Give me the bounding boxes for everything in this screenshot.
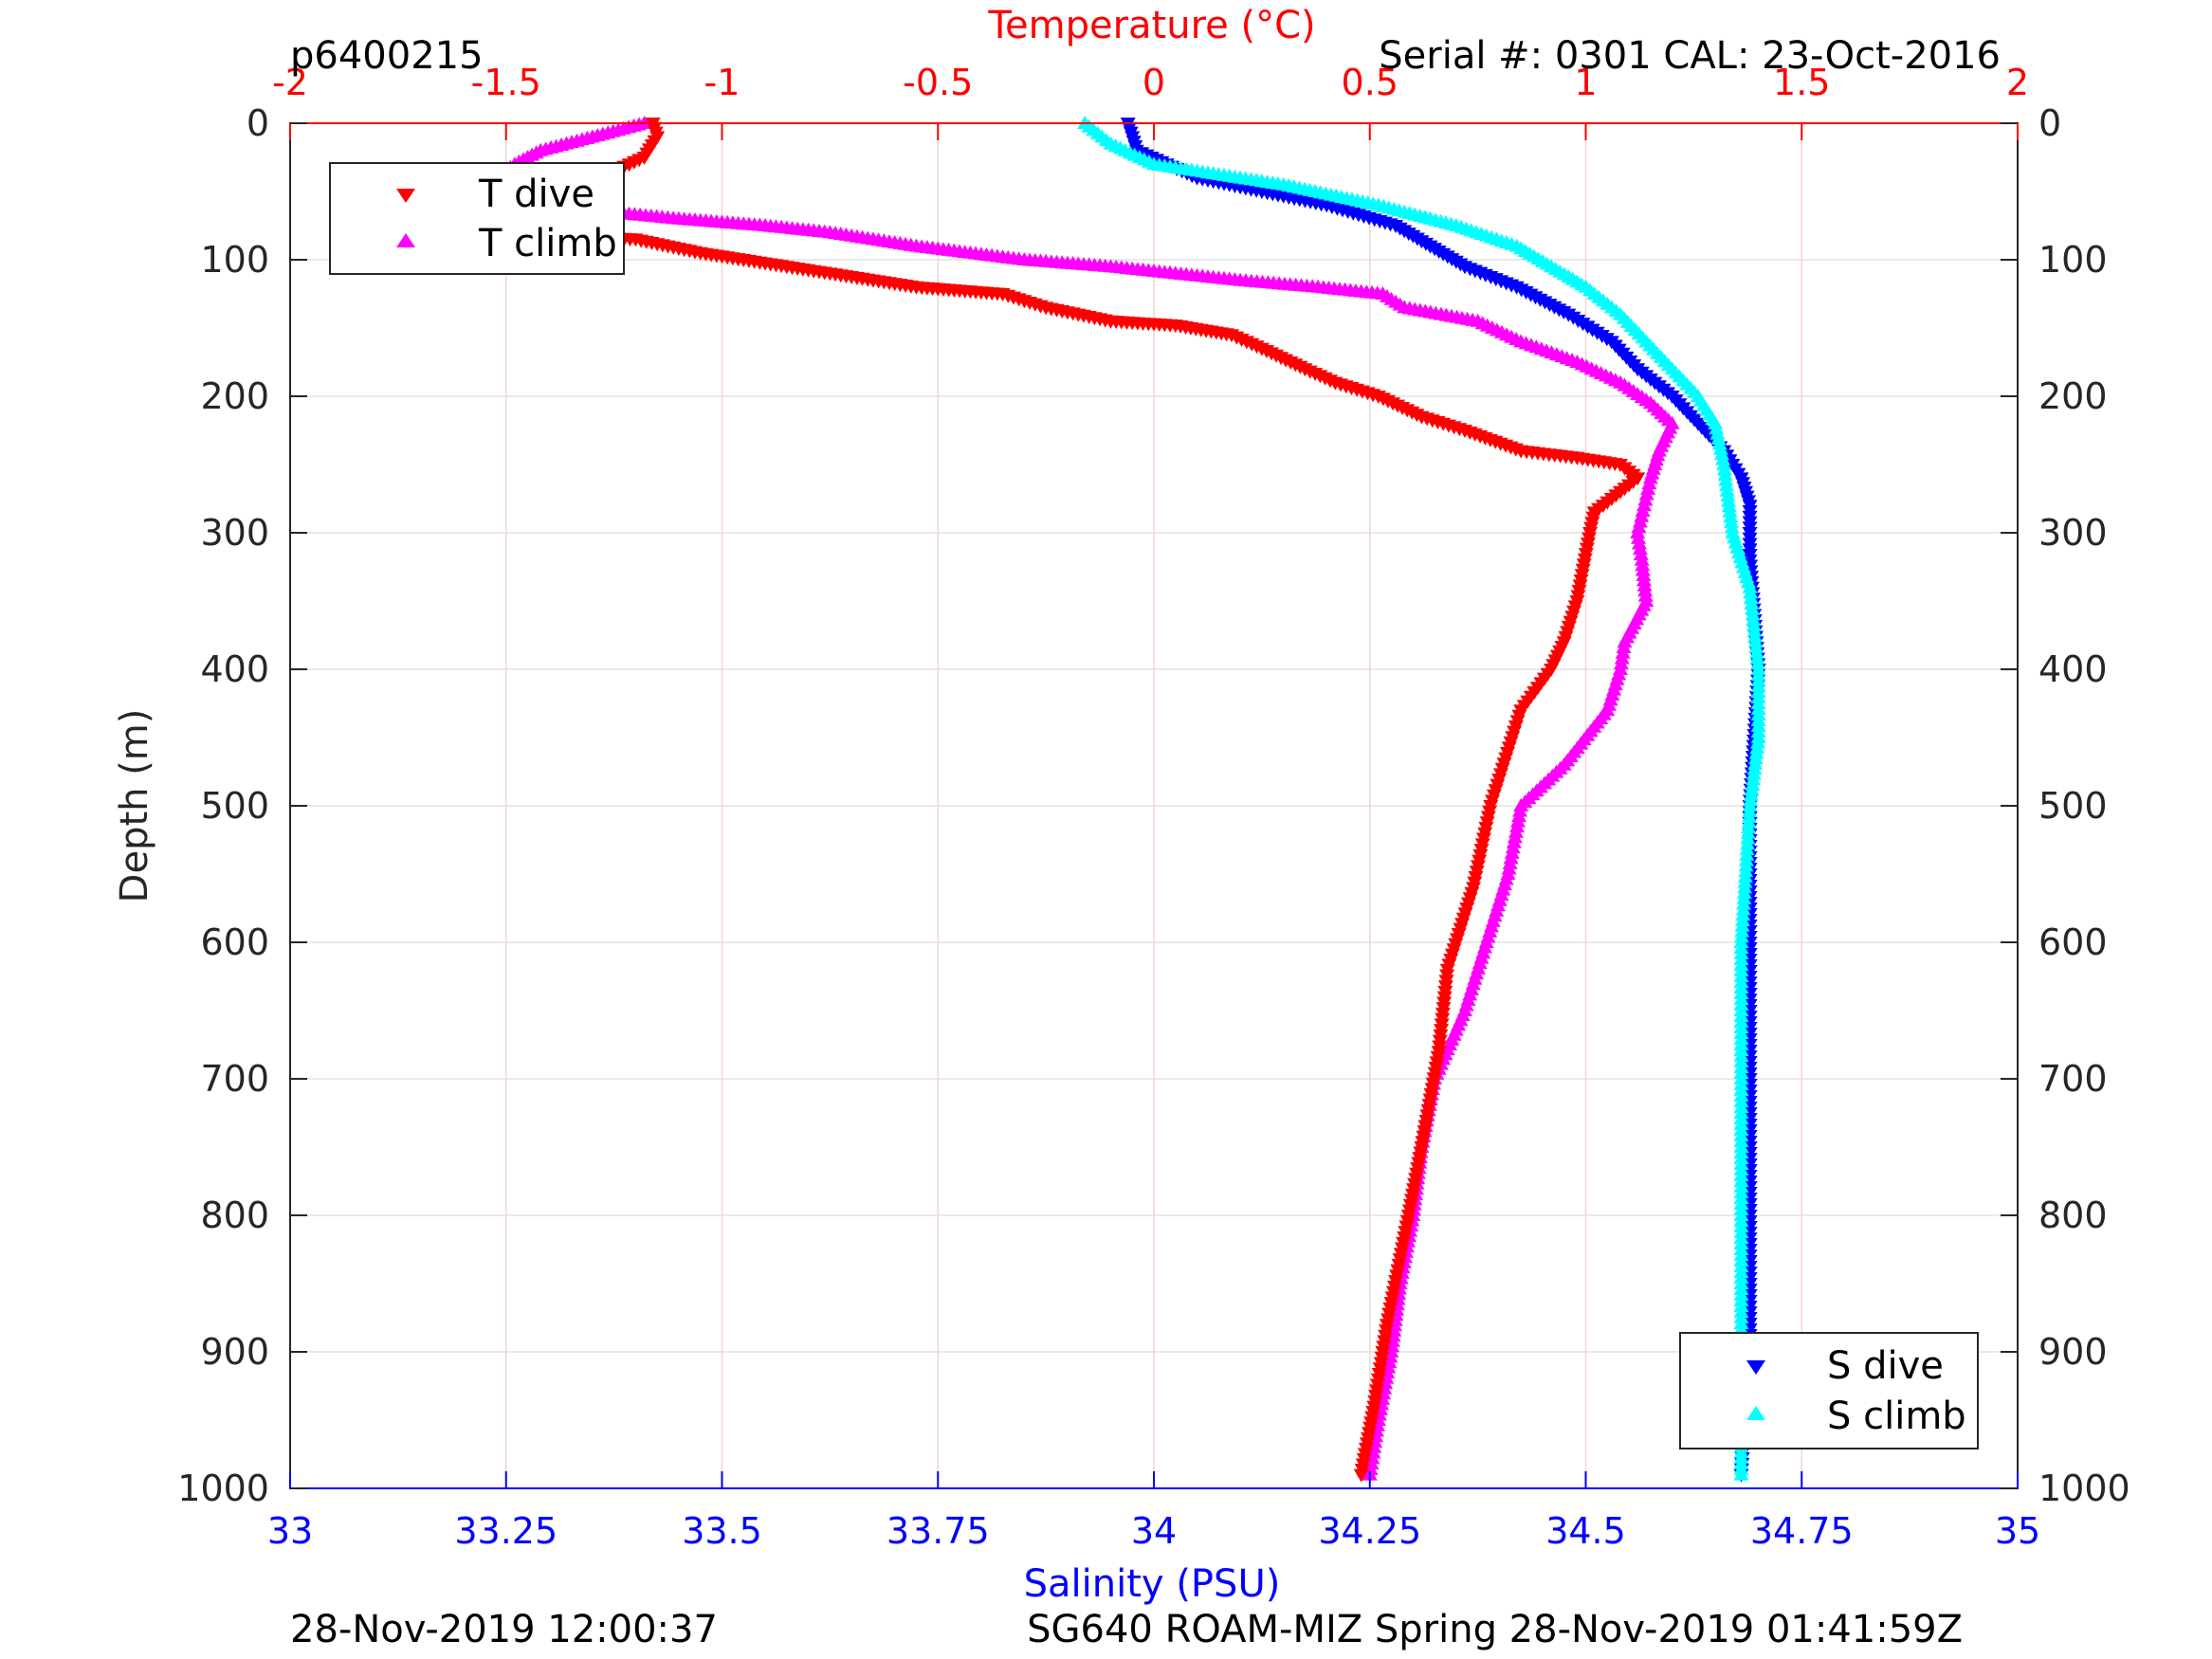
salinity-tick-label: 34.5 bbox=[1545, 1510, 1626, 1552]
temperature-axis-label: Temperature (°C) bbox=[987, 4, 1315, 47]
legend-t-dive-marker bbox=[396, 189, 415, 203]
legend-salinity: S dive S climb bbox=[1679, 1332, 1979, 1449]
depth-tick-label-right: 600 bbox=[2038, 921, 2108, 963]
depth-tick-label-left: 200 bbox=[200, 375, 269, 417]
depth-tick-label-left: 600 bbox=[200, 921, 269, 963]
header-serial-cal: Serial #: 0301 CAL: 23-Oct-2016 bbox=[1379, 34, 2001, 78]
depth-tick-label-right: 400 bbox=[2038, 648, 2108, 690]
legend-t-climb-label: T climb bbox=[478, 222, 617, 265]
depth-tick-label-left: 900 bbox=[200, 1331, 269, 1373]
data-point bbox=[1510, 813, 1526, 828]
data-point bbox=[1631, 536, 1647, 550]
data-point bbox=[1616, 639, 1632, 653]
legend-s-dive-marker bbox=[1746, 1360, 1765, 1375]
salinity-tick-label: 33 bbox=[267, 1510, 313, 1552]
header-profile-id: p6400215 bbox=[290, 34, 484, 78]
temperature-tick-label: 2 bbox=[2006, 62, 2029, 103]
data-point bbox=[1504, 845, 1520, 859]
axis-ticks: 0 0 100 100 200 200 300 300 400 400 500 500 600 600 70… bbox=[177, 62, 2130, 1552]
data-point bbox=[1507, 830, 1523, 844]
salinity-axis-label: Salinity (PSU) bbox=[1024, 1562, 1281, 1606]
data-point bbox=[1632, 541, 1648, 556]
data-point bbox=[1733, 1467, 1749, 1481]
data-point bbox=[1512, 803, 1528, 817]
depth-tick-label-right: 700 bbox=[2038, 1058, 2108, 1100]
data-point bbox=[1501, 861, 1517, 875]
temperature-tick-label: 1 bbox=[1574, 62, 1597, 103]
depth-tick-label-right: 1000 bbox=[2038, 1468, 2130, 1509]
temperature-tick-label: 1.5 bbox=[1773, 62, 1830, 103]
depth-tick-label-right: 500 bbox=[2038, 785, 2108, 827]
data-point bbox=[1613, 656, 1629, 670]
depth-tick-label-left: 0 bbox=[247, 102, 269, 144]
legend-temperature-box bbox=[329, 162, 625, 275]
depth-tick-label-right: 0 bbox=[2038, 102, 2061, 144]
depth-tick-label-right: 800 bbox=[2038, 1194, 2108, 1236]
depth-tick-label-left: 500 bbox=[200, 785, 269, 827]
depth-tick-label-left: 800 bbox=[200, 1194, 269, 1236]
temperature-tick-label: 0.5 bbox=[1342, 62, 1398, 103]
data-point bbox=[1508, 824, 1524, 838]
data-point bbox=[1505, 840, 1521, 854]
data-point bbox=[1614, 650, 1630, 665]
legend-salinity-box bbox=[1679, 1332, 1979, 1449]
temperature-tick-label: -1.5 bbox=[471, 62, 541, 103]
footer-mission: SG640 ROAM-MIZ Spring 28-Nov-2019 01:41:… bbox=[1027, 1608, 1963, 1651]
data-point bbox=[1503, 850, 1519, 865]
legend-s-climb-label: S climb bbox=[1827, 1395, 1966, 1438]
depth-tick-label-left: 700 bbox=[200, 1058, 269, 1100]
temperature-tick-label: -2 bbox=[272, 62, 308, 103]
temperature-tick-label: 0 bbox=[1143, 62, 1165, 103]
depth-tick-label-right: 900 bbox=[2038, 1331, 2108, 1373]
depth-tick-label-left: 1000 bbox=[177, 1468, 269, 1509]
data-point bbox=[1508, 819, 1525, 833]
salinity-tick-label: 35 bbox=[1995, 1510, 2040, 1552]
legend-t-climb-marker bbox=[396, 233, 415, 247]
salinity-tick-label: 34 bbox=[1131, 1510, 1177, 1552]
legend-s-climb-marker bbox=[1746, 1406, 1765, 1420]
data-point bbox=[1513, 798, 1529, 811]
depth-tick-label-left: 100 bbox=[200, 239, 269, 281]
salinity-tick-label: 34.75 bbox=[1750, 1510, 1854, 1552]
depth-tick-label-right: 300 bbox=[2038, 512, 2108, 554]
salinity-tick-label: 33.5 bbox=[682, 1510, 762, 1552]
data-point bbox=[1617, 634, 1633, 648]
data-point bbox=[1353, 1468, 1369, 1483]
legend-t-dive-label: T dive bbox=[478, 173, 594, 216]
salinity-tick-label: 33.75 bbox=[887, 1510, 990, 1552]
temperature-tick-label: -1 bbox=[704, 62, 740, 103]
legend-s-dive-label: S dive bbox=[1827, 1344, 1944, 1388]
depth-tick-label-left: 300 bbox=[200, 512, 269, 554]
data-point bbox=[1615, 645, 1631, 659]
data-point bbox=[1633, 547, 1649, 561]
salinity-tick-label: 34.25 bbox=[1318, 1510, 1421, 1552]
depth-axis-label: Depth (m) bbox=[113, 709, 156, 903]
legend-temperature: T dive T climb bbox=[329, 162, 625, 275]
data-point bbox=[1506, 834, 1522, 848]
depth-tick-label-left: 400 bbox=[200, 648, 269, 690]
salinity-tick-label: 33.25 bbox=[454, 1510, 558, 1552]
depth-tick-label-right: 200 bbox=[2038, 375, 2108, 417]
data-point bbox=[1631, 530, 1647, 544]
data-point bbox=[1630, 525, 1646, 538]
footer-timestamp: 28-Nov-2019 12:00:37 bbox=[290, 1608, 718, 1651]
data-point bbox=[1511, 809, 1527, 823]
data-points bbox=[489, 116, 1766, 1483]
data-point bbox=[1502, 855, 1518, 869]
series-s-dive bbox=[1120, 118, 1766, 1483]
temperature-tick-label: -0.5 bbox=[903, 62, 973, 103]
depth-tick-label-right: 100 bbox=[2038, 239, 2108, 281]
